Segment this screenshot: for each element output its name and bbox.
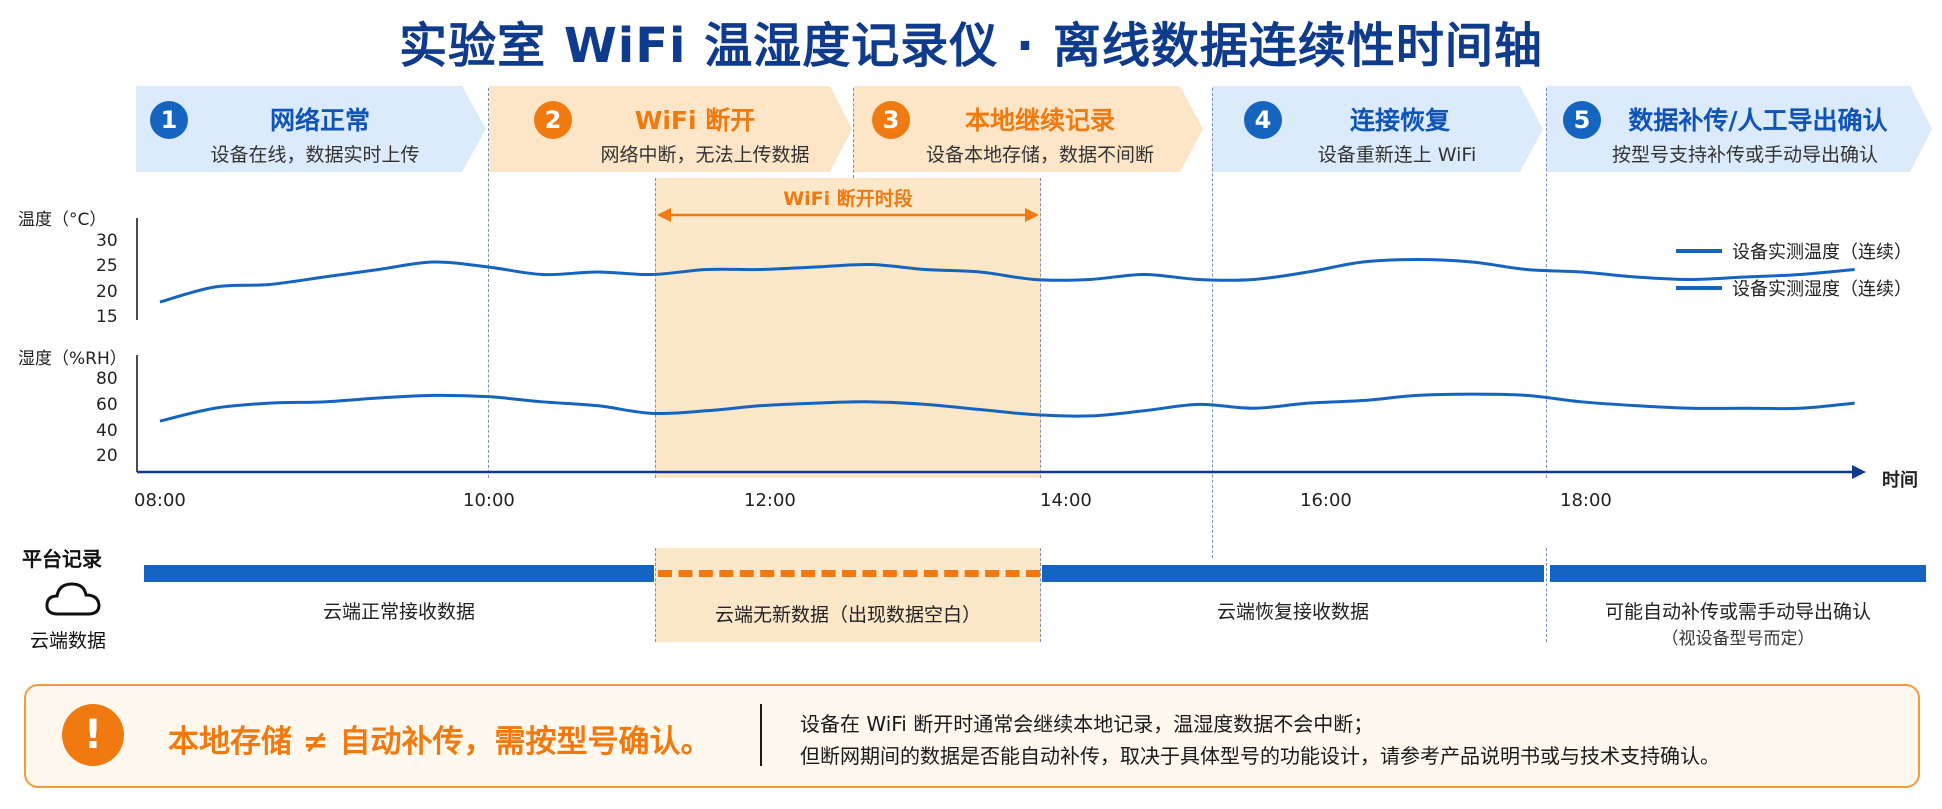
x-tick: 12:00 bbox=[744, 490, 796, 511]
note-separator bbox=[760, 704, 762, 766]
temp-tick: 25 bbox=[96, 256, 118, 276]
platform-bar-recovered bbox=[1042, 565, 1544, 582]
phase-1-title: 网络正常 bbox=[269, 106, 370, 135]
note-box bbox=[24, 684, 1920, 788]
x-tick: 18:00 bbox=[1560, 490, 1612, 511]
outage-shade bbox=[655, 178, 1041, 478]
phase-4-title: 连接恢复 bbox=[1349, 106, 1450, 135]
page-title: 实验室 WiFi 温湿度记录仪 · 离线数据连续性时间轴 bbox=[399, 18, 1543, 74]
x-axis-label: 时间 bbox=[1882, 470, 1918, 491]
legend-temperature-swatch bbox=[1676, 249, 1722, 253]
platform-segment-backfill-note: （视设备型号而定） bbox=[1661, 629, 1815, 649]
humidity-tick: 60 bbox=[96, 395, 118, 415]
phase-4-number: 4 bbox=[1244, 101, 1282, 139]
x-axis-arrow bbox=[1852, 465, 1866, 479]
divider-phase3 bbox=[853, 88, 854, 178]
divider-lower-2 bbox=[1040, 548, 1041, 642]
humidity-tick: 40 bbox=[96, 421, 118, 441]
note-line-1: 设备在 WiFi 断开时通常会继续本地记录，温湿度数据不会中断； bbox=[800, 712, 1374, 736]
warning-icon: ! bbox=[62, 704, 124, 766]
divider-phase4 bbox=[1212, 88, 1213, 558]
phase-3-title: 本地继续记录 bbox=[964, 106, 1115, 135]
platform-segment-normal: 云端正常接收数据 bbox=[322, 601, 475, 623]
platform-label: 平台记录 bbox=[22, 547, 102, 571]
humidity-tick: 80 bbox=[96, 369, 118, 389]
temp-tick: 30 bbox=[96, 231, 118, 251]
x-tick: 08:00 bbox=[134, 490, 186, 511]
outage-label: WiFi 断开时段 bbox=[783, 188, 913, 210]
phase-1-number: 1 bbox=[150, 101, 188, 139]
temp-tick: 15 bbox=[96, 307, 118, 327]
note-line-2: 但断网期间的数据是否能自动补传，取决于具体型号的功能设计，请参考产品说明书或与技… bbox=[800, 744, 1720, 768]
platform-segment-backfill: 可能自动补传或需手动导出确认 bbox=[1604, 601, 1871, 623]
x-tick: 14:00 bbox=[1040, 490, 1092, 511]
divider-phase5 bbox=[1546, 88, 1547, 478]
platform-bar-backfill bbox=[1550, 565, 1926, 582]
x-tick: 10:00 bbox=[463, 490, 515, 511]
divider-outage-end bbox=[1040, 178, 1041, 478]
cloud-label: 云端数据 bbox=[30, 630, 107, 652]
temperature-series-line bbox=[159, 257, 1855, 304]
note-headline: 本地存储 ≠ 自动补传，需按型号确认。 bbox=[168, 724, 712, 760]
phase-5-title: 数据补传/人工导出确认 bbox=[1628, 106, 1888, 135]
platform-bar-normal bbox=[144, 565, 654, 582]
divider-10-00 bbox=[488, 88, 489, 478]
phase-5-number: 5 bbox=[1563, 101, 1601, 139]
x-tick: 16:00 bbox=[1300, 490, 1352, 511]
timeline-chart bbox=[136, 218, 1866, 479]
humidity-series-line bbox=[159, 392, 1855, 423]
phase-2-number: 2 bbox=[534, 101, 572, 139]
legend-humidity-swatch bbox=[1676, 286, 1722, 290]
humidity-axis-label: 湿度（%RH） bbox=[18, 349, 127, 369]
phase-2-subtitle: 网络中断，无法上传数据 bbox=[600, 144, 810, 166]
platform-segment-recovered: 云端恢复接收数据 bbox=[1216, 601, 1369, 623]
legend-temperature: 设备实测温度（连续） bbox=[1732, 242, 1912, 263]
platform-segment-gap: 云端无新数据（出现数据空白） bbox=[714, 604, 981, 626]
outage-shade-lower bbox=[655, 548, 1041, 642]
phase-1-subtitle: 设备在线，数据实时上传 bbox=[210, 144, 420, 166]
outage-arrow bbox=[657, 208, 1039, 222]
phase-4-subtitle: 设备重新连上 WiFi bbox=[1317, 144, 1477, 166]
platform-bar-gap bbox=[658, 570, 1040, 577]
legend-humidity: 设备实测湿度（连续） bbox=[1732, 279, 1912, 300]
divider-outage-start bbox=[655, 178, 656, 478]
phase-2-title: WiFi 断开 bbox=[634, 106, 756, 135]
divider-lower-1 bbox=[655, 548, 656, 642]
phase-3-subtitle: 设备本地存储，数据不间断 bbox=[925, 144, 1154, 166]
divider-lower-3 bbox=[1546, 548, 1547, 642]
humidity-tick: 20 bbox=[96, 446, 118, 466]
cloud-icon bbox=[45, 582, 101, 616]
phase-banner bbox=[136, 86, 1932, 172]
temp-tick: 20 bbox=[96, 282, 118, 302]
phase-3-number: 3 bbox=[872, 101, 910, 139]
phase-5-subtitle: 按型号支持补传或手动导出确认 bbox=[1611, 144, 1878, 166]
temperature-axis-label: 温度（°C） bbox=[18, 210, 107, 230]
